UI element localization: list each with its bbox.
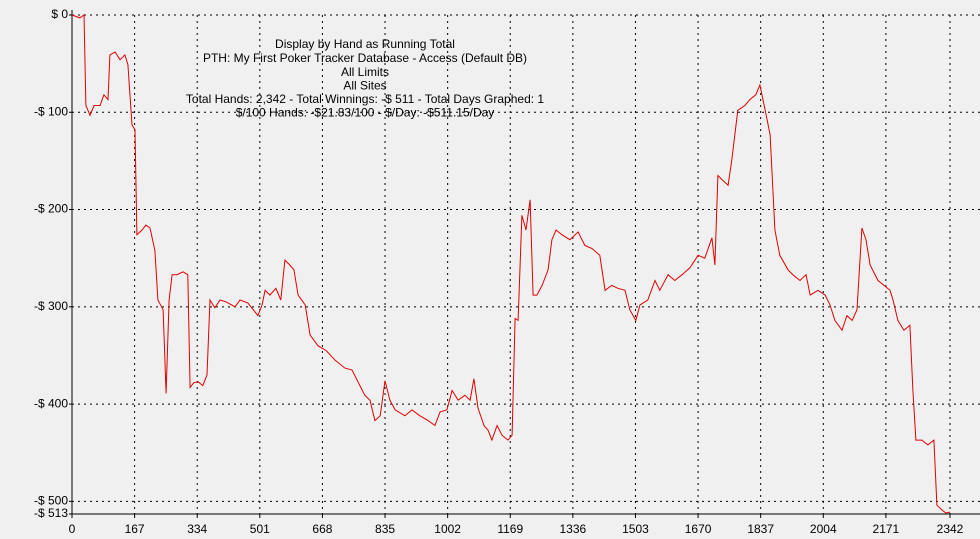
x-tick-label: 1336 — [560, 522, 587, 536]
x-tick-label: 668 — [312, 522, 332, 536]
x-tick-label: 501 — [250, 522, 270, 536]
subtitle: $/100 Hands: -$21.83/100 - $/Day: -$511.… — [236, 106, 495, 120]
y-tick-label: -$ 200 — [34, 202, 68, 216]
x-tick-label: 1169 — [497, 522, 523, 536]
x-tick-label: 1503 — [622, 522, 649, 536]
subtitle: PTH: My First Poker Tracker Database - A… — [203, 51, 527, 65]
chart-title: Display by Hand as Running Total — [275, 37, 455, 51]
x-tick-label: 334 — [187, 522, 207, 536]
x-tick-label: 2171 — [873, 522, 900, 536]
x-tick-label: 1837 — [747, 522, 774, 536]
y-tick-label: $ 0 — [51, 7, 68, 21]
y-tick-label: -$ 513 — [34, 506, 68, 520]
x-tick-label: 835 — [375, 522, 395, 536]
x-tick-label: 167 — [125, 522, 145, 536]
subtitle: All Limits — [341, 65, 389, 79]
y-tick-label: -$ 100 — [34, 104, 68, 118]
x-tick-label: 1670 — [685, 522, 712, 536]
subtitle: All Sites — [343, 78, 386, 92]
y-tick-label: -$ 300 — [34, 299, 68, 313]
y-tick-label: -$ 500 — [34, 494, 68, 508]
subtitle: Total Hands: 2,342 - Total Winnings: -$ … — [186, 92, 545, 106]
line — [71, 14, 951, 514]
x-tick-label: 2004 — [810, 522, 837, 536]
y-tick-label: -$ 400 — [34, 396, 68, 410]
x-tick-label: 1002 — [434, 522, 461, 536]
x-tick-label: 0 — [69, 522, 76, 536]
x-tick-label: 2342 — [937, 522, 964, 536]
